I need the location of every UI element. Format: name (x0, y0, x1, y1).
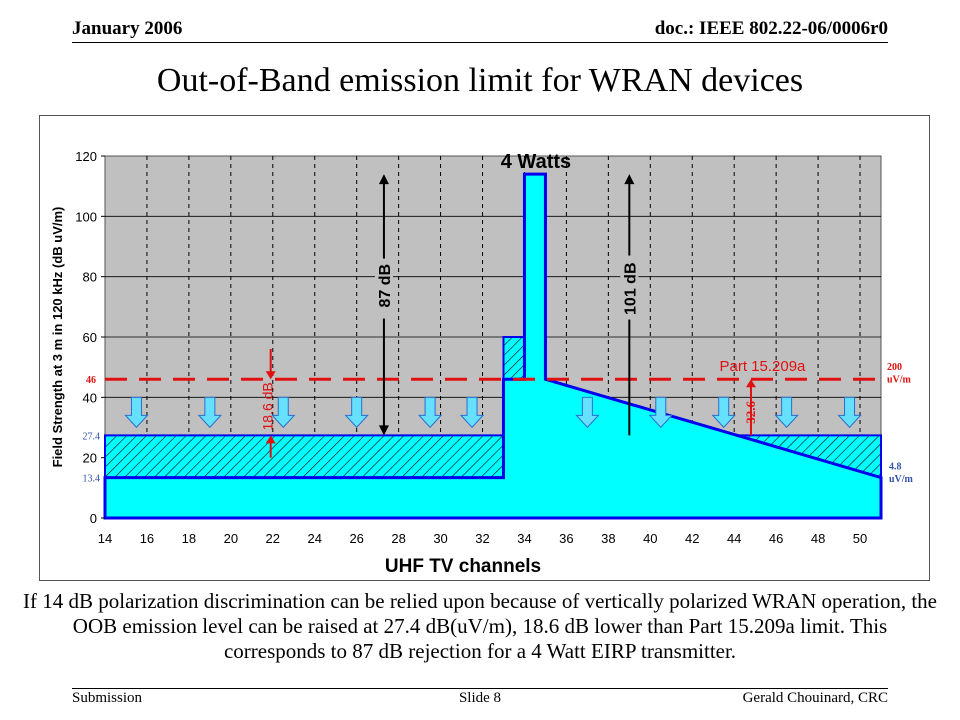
rejection-101-label: 101 dB (622, 262, 639, 314)
header-date: January 2006 (72, 18, 183, 39)
power-label: 4 Watts (501, 151, 571, 173)
left-label-134: 13.4 (83, 474, 101, 485)
x-tick-label-38: 38 (601, 531, 615, 546)
x-tick-label-18: 18 (182, 531, 196, 546)
x-tick-label-40: 40 (643, 531, 657, 546)
chart-frame: Part 15.209a 0 20 40 60 80 100 120 14 16 18 20 22 24… (39, 115, 930, 581)
down-arrow-icon (575, 396, 600, 429)
footer-slide-number: Slide 8 (458, 690, 502, 706)
x-tick-label-46: 46 (769, 531, 783, 546)
down-arrow-icon (648, 396, 673, 429)
x-tick-label-20: 20 (224, 531, 238, 546)
arrowhead-up-icon (745, 379, 756, 388)
down-arrow-icon (344, 396, 369, 429)
arrowhead-down-icon (378, 425, 389, 436)
delta-326-label: 32.6 (743, 401, 758, 424)
x-tick-label-32: 32 (475, 531, 489, 546)
down-arrow-icon (271, 396, 296, 429)
arrowhead-up-icon (265, 435, 276, 444)
footer-author: Gerald Chouinard, CRC (742, 690, 888, 706)
rejection-87-label-bg (374, 258, 393, 319)
down-arrow-icon (124, 396, 149, 429)
y-tick-label-80: 80 (83, 270, 97, 285)
down-arrow-icon (459, 396, 485, 429)
x-tick-label-22: 22 (266, 531, 280, 546)
right-label-200-unit: uV/m (887, 374, 912, 385)
down-arrow-icon (417, 396, 443, 429)
limit-line-label: Part 15.209a (720, 358, 807, 375)
x-tick-label-26: 26 (349, 531, 363, 546)
down-arrow-icon (837, 396, 862, 429)
y-tick-label-120: 120 (75, 149, 97, 164)
y-axis-title: Field Strength at 3 m in 120 kHz (dB uV/… (50, 207, 65, 468)
arrowhead-down-icon (265, 371, 276, 380)
y-tick-label-0: 0 (90, 511, 97, 526)
y-tick-label-20: 20 (83, 451, 97, 466)
band-oob-mask (103, 172, 883, 520)
x-tick-label-28: 28 (391, 531, 405, 546)
x-tick-label-16: 16 (140, 531, 154, 546)
right-label-200: 200 (887, 362, 902, 373)
x-tick-label-30: 30 (433, 531, 447, 546)
slide-title: Out-of-Band emission limit for WRAN devi… (156, 62, 804, 99)
x-tick-label-34: 34 (517, 531, 531, 546)
left-label-274: 27.4 (83, 431, 101, 442)
slide-caption: If 14 dB polarization discrimination can… (23, 589, 937, 663)
x-tick-label-42: 42 (685, 531, 699, 546)
right-label-48: 4.8 (889, 462, 902, 473)
down-arrow-icon (774, 396, 799, 429)
footer-submission: Submission (72, 690, 143, 706)
rejection-87-label: 87 dB (377, 264, 394, 308)
x-tick-label-44: 44 (727, 531, 741, 546)
footer-divider (72, 688, 888, 689)
x-axis-title: UHF TV channels (385, 556, 541, 577)
down-arrow-icon (711, 396, 736, 429)
x-tick-label-36: 36 (559, 531, 573, 546)
x-tick-label-14: 14 (98, 531, 112, 546)
left-label-46: 46 (86, 375, 96, 386)
arrowhead-up-icon (378, 174, 389, 185)
x-tick-label-24: 24 (307, 531, 321, 546)
right-label-48-unit: uV/m (889, 474, 914, 485)
x-tick-label-48: 48 (811, 531, 825, 546)
arrowhead-up-icon (624, 174, 635, 185)
y-tick-label-60: 60 (83, 330, 97, 345)
y-tick-label-40: 40 (83, 390, 97, 405)
y-tick-label-100: 100 (75, 209, 97, 224)
header-divider (72, 42, 888, 43)
x-tick-label-50: 50 (853, 531, 867, 546)
down-arrow-icon (197, 396, 223, 429)
header-doc-id: doc.: IEEE 802.22-06/0006r0 (654, 18, 888, 39)
emission-chart: Part 15.209a 0 20 40 60 80 100 120 14 16 18 20 22 24… (50, 149, 914, 577)
rejection-101-label-bg (620, 255, 639, 320)
delta-186-label: 18.6 dB (260, 382, 276, 430)
